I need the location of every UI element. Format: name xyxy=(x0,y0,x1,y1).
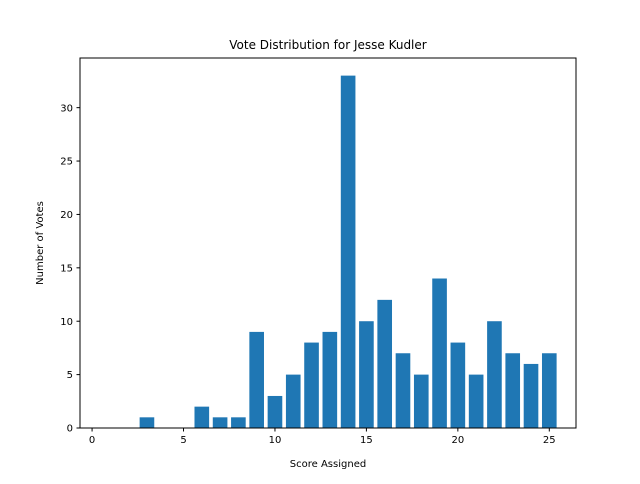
y-tick-label: 10 xyxy=(60,317,73,328)
x-tick-label: 0 xyxy=(89,435,95,446)
bar-score-3 xyxy=(139,417,155,428)
bar-score-19 xyxy=(432,278,447,428)
y-tick-label: 20 xyxy=(60,210,73,221)
chart-title: Vote Distribution for Jesse Kudler xyxy=(229,38,426,52)
bar-score-22 xyxy=(487,321,502,428)
y-tick-label: 15 xyxy=(60,263,73,274)
bar-score-10 xyxy=(267,395,283,428)
x-tick-label: 5 xyxy=(180,435,186,446)
x-tick-label: 15 xyxy=(360,435,373,446)
y-tick-label: 5 xyxy=(67,370,73,381)
ticks-layer: 0 5 10 15 20 25 0 5 10 15 20 25 30 xyxy=(60,103,555,446)
bar-score-24 xyxy=(523,363,539,428)
x-tick-label: 10 xyxy=(269,435,282,446)
bar-score-20 xyxy=(450,342,466,428)
bar-score-15 xyxy=(359,321,374,428)
y-axis-label: Number of Votes xyxy=(35,201,46,285)
bar-score-13 xyxy=(322,331,338,428)
bar-score-6 xyxy=(194,406,210,428)
plot-frame xyxy=(79,57,577,429)
bar-score-14 xyxy=(340,75,356,428)
bar-score-25 xyxy=(541,353,557,428)
bars-layer xyxy=(139,75,557,428)
bar-score-23 xyxy=(505,353,521,428)
y-tick-label: 25 xyxy=(60,157,73,168)
y-tick-label: 0 xyxy=(67,424,73,435)
x-tick-label: 25 xyxy=(543,435,556,446)
bar-score-18 xyxy=(413,374,429,428)
y-tick-label: 30 xyxy=(60,103,73,114)
x-tick-label: 20 xyxy=(451,435,464,446)
bar-score-21 xyxy=(468,374,484,428)
bar-score-11 xyxy=(285,374,301,428)
bar-score-8 xyxy=(231,417,246,428)
x-axis-label: Score Assigned xyxy=(290,459,366,470)
bar-score-17 xyxy=(395,353,411,428)
bar-score-16 xyxy=(377,299,393,428)
bar-score-9 xyxy=(249,331,264,428)
bar-score-12 xyxy=(304,342,319,428)
bar-score-7 xyxy=(212,417,228,428)
